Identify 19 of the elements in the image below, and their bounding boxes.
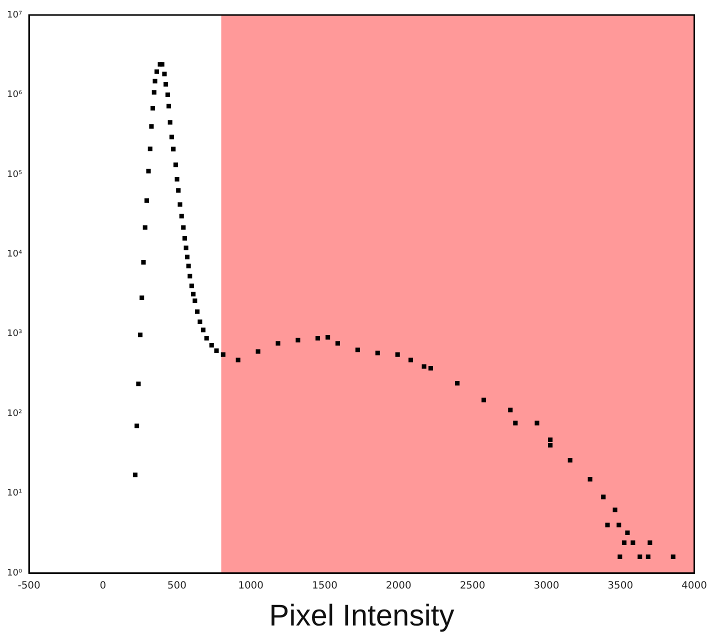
y-tick-label: 10⁷ <box>7 10 22 20</box>
x-tick-label: 3000 <box>534 580 560 592</box>
x-tick-label: 1000 <box>238 580 264 592</box>
y-tick-label: 10² <box>7 408 22 419</box>
y-tick-label: 10³ <box>7 329 22 340</box>
x-tick-label: 2000 <box>386 580 412 592</box>
x-tick-label: 500 <box>167 580 186 592</box>
y-tick-label: 10⁶ <box>7 90 22 100</box>
x-tick-label: 0 <box>100 580 106 592</box>
x-tick-label: 1500 <box>312 580 338 592</box>
y-tick-label: 10⁴ <box>7 249 22 260</box>
x-tick-label: -500 <box>18 580 40 592</box>
y-tick-label: 10⁵ <box>7 170 22 180</box>
y-tick-label: 10¹ <box>7 488 22 499</box>
x-tick-label: 3500 <box>608 580 634 592</box>
x-tick-label: 4000 <box>682 580 707 592</box>
x-tick-label: 2500 <box>460 580 486 592</box>
x-axis-title: Pixel Intensity <box>269 599 454 632</box>
y-tick-label: 10⁰ <box>7 568 22 578</box>
